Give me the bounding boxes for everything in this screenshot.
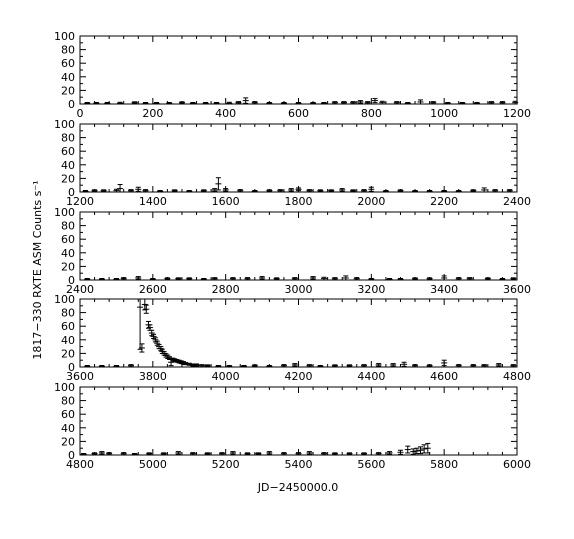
y-tick-label: 100 xyxy=(54,118,75,131)
x-tick-label: 1200 xyxy=(503,107,531,120)
x-tick-label: 1000 xyxy=(430,107,458,120)
plot-frame xyxy=(79,123,518,193)
x-axis-title: JD−2450000.0 xyxy=(257,481,338,494)
y-tick-label: 80 xyxy=(61,44,75,57)
y-tick-label: 40 xyxy=(61,159,75,172)
y-tick-label: 60 xyxy=(61,57,75,70)
x-tick-label: 2000 xyxy=(357,195,385,208)
x-tick-label: 2600 xyxy=(139,283,167,296)
x-tick-label: 1400 xyxy=(139,195,167,208)
y-tick-label: 40 xyxy=(61,71,75,84)
data-points xyxy=(80,442,431,456)
y-tick-label: 100 xyxy=(54,381,75,394)
data-points xyxy=(82,177,513,193)
x-tick-label: 5200 xyxy=(212,458,240,471)
x-tick-label: 2800 xyxy=(212,283,240,296)
y-tick-label: 100 xyxy=(54,30,75,43)
x-tick-label: 200 xyxy=(142,107,163,120)
y-tick-label: 20 xyxy=(61,435,75,448)
y-tick-label: 80 xyxy=(61,307,75,320)
y-tick-label: 80 xyxy=(61,220,75,233)
x-tick-label: 4800 xyxy=(503,370,531,383)
data-points xyxy=(84,275,517,281)
plot-frame xyxy=(79,211,518,281)
y-tick-label: 0 xyxy=(68,274,75,287)
x-tick-label: 4600 xyxy=(430,370,458,383)
y-tick-label: 80 xyxy=(61,395,75,408)
y-tick-label: 40 xyxy=(61,422,75,435)
x-tick-label: 1800 xyxy=(285,195,313,208)
x-tick-label: 5600 xyxy=(357,458,385,471)
x-tick-label: 2400 xyxy=(66,283,94,296)
y-tick-label: 60 xyxy=(61,408,75,421)
x-tick-label: 2200 xyxy=(430,195,458,208)
y-tick-label: 0 xyxy=(68,361,75,374)
x-tick-label: 3800 xyxy=(139,370,167,383)
x-tick-label: 4800 xyxy=(66,458,94,471)
plot-frame xyxy=(79,386,518,456)
x-tick-label: 1600 xyxy=(212,195,240,208)
x-tick-label: 5800 xyxy=(430,458,458,471)
x-tick-label: 400 xyxy=(215,107,236,120)
x-tick-label: 5000 xyxy=(139,458,167,471)
x-tick-label: 600 xyxy=(288,107,309,120)
x-tick-label: 1200 xyxy=(66,195,94,208)
y-tick-label: 0 xyxy=(68,449,75,462)
y-tick-label: 40 xyxy=(61,247,75,260)
y-axis-title: 1817−330 RXTE ASM Counts s⁻¹ xyxy=(31,180,44,359)
x-tick-label: 4200 xyxy=(285,370,313,383)
y-tick-label: 60 xyxy=(61,145,75,158)
y-tick-label: 40 xyxy=(61,334,75,347)
x-tick-label: 800 xyxy=(361,107,382,120)
x-tick-label: 3200 xyxy=(357,283,385,296)
data-points xyxy=(84,97,519,105)
plot-frame xyxy=(79,35,518,105)
x-tick-label: 3600 xyxy=(66,370,94,383)
y-tick-label: 0 xyxy=(68,98,75,111)
y-tick-label: 20 xyxy=(61,260,75,273)
y-tick-label: 80 xyxy=(61,132,75,145)
x-tick-label: 3600 xyxy=(503,283,531,296)
y-tick-label: 60 xyxy=(61,233,75,246)
y-tick-label: 0 xyxy=(68,186,75,199)
y-tick-label: 100 xyxy=(54,206,75,219)
data-points xyxy=(84,298,517,368)
x-tick-label: 0 xyxy=(77,107,84,120)
y-tick-label: 100 xyxy=(54,293,75,306)
x-tick-label: 6000 xyxy=(503,458,531,471)
x-tick-label: 3000 xyxy=(285,283,313,296)
y-tick-label: 20 xyxy=(61,347,75,360)
x-tick-label: 3400 xyxy=(430,283,458,296)
x-tick-label: 5400 xyxy=(285,458,313,471)
x-tick-label: 4000 xyxy=(212,370,240,383)
y-tick-label: 20 xyxy=(61,84,75,97)
x-tick-label: 4400 xyxy=(357,370,385,383)
y-tick-label: 60 xyxy=(61,320,75,333)
x-tick-label: 2400 xyxy=(503,195,531,208)
y-tick-label: 20 xyxy=(61,172,75,185)
